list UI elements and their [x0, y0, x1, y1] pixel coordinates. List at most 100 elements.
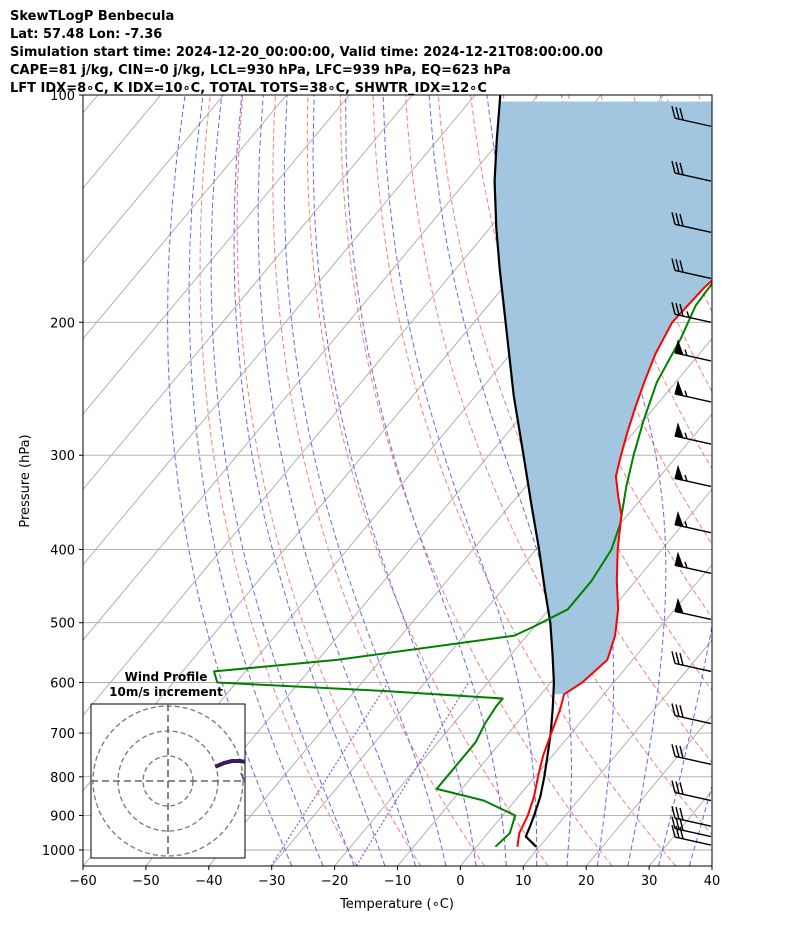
dry-adiabat-line — [340, 95, 613, 866]
barb-flag — [679, 826, 684, 839]
isotherm-line — [83, 95, 602, 717]
barb-half-flag — [686, 311, 690, 318]
barb-staff — [674, 662, 712, 673]
parcel-profile-line — [493, 95, 556, 848]
barb-flag — [679, 705, 684, 718]
cape-fill — [494, 101, 712, 695]
mixing-ratio-line — [355, 682, 470, 866]
barb-staff — [674, 714, 712, 725]
barb-flag — [675, 806, 680, 820]
dry-adiabat-line — [236, 95, 422, 866]
y-tick-label: 500 — [50, 617, 75, 632]
barb-staff — [674, 836, 712, 846]
wind-barb — [674, 422, 712, 445]
profiles — [213, 95, 712, 848]
barb-pennant — [674, 380, 684, 397]
wind-barb — [671, 703, 712, 725]
hodograph-plot — [91, 704, 245, 858]
y-tick-label: 400 — [50, 544, 75, 559]
dry-adiabat-line — [372, 95, 677, 866]
x-axis-label: Temperature (∘C) — [339, 897, 454, 912]
moist-adiabat-line — [233, 95, 386, 866]
barb-pennant — [674, 464, 684, 481]
x-tick-label: 10 — [515, 874, 532, 889]
barb-flag — [675, 781, 680, 794]
moist-adiabat-line — [257, 95, 416, 866]
barb-flag — [675, 213, 680, 226]
isotherm-line — [83, 95, 476, 566]
title-station: SkewTLogP Benbecula — [10, 9, 175, 24]
moist-adiabat-line — [688, 784, 712, 866]
barb-staff — [674, 791, 712, 802]
wind-barb — [671, 258, 712, 280]
moist-adiabat-line — [658, 95, 712, 866]
barb-flag — [679, 807, 684, 821]
barb-flag — [675, 652, 680, 665]
y-tick-label: 700 — [50, 727, 75, 742]
mixing-ratio-line — [270, 682, 389, 866]
barb-flag — [675, 825, 680, 839]
barb-flag — [679, 303, 684, 317]
dry-adiabat-line — [199, 95, 358, 866]
barb-pennant — [674, 511, 684, 528]
x-tick-label: 20 — [578, 874, 595, 889]
barb-flag — [675, 161, 680, 175]
hodograph-trace — [215, 759, 245, 768]
wind-barb — [674, 551, 712, 574]
dry-adiabat-line — [567, 95, 712, 470]
barb-half-flag — [684, 349, 688, 356]
barb-staff — [674, 223, 712, 233]
wind-barb — [671, 780, 712, 802]
dry-adiabat-line — [272, 95, 485, 866]
moist-adiabat-line — [210, 95, 355, 866]
wind-barb — [674, 339, 712, 362]
axes: −60 −50 −40 −30 −20 −10 0 10 20 30 40 100 200 300 400 5… — [42, 89, 720, 889]
wind-barb — [674, 464, 712, 488]
isotherm-line — [397, 488, 712, 866]
chart-title-block: SkewTLogP Benbecula Lat: 57.48 Lon: -7.3… — [10, 8, 603, 98]
title-indices-1: CAPE=81 j/kg, CIN=-0 j/kg, LCL=930 hPa, … — [10, 63, 511, 78]
x-tick-label: −50 — [132, 874, 159, 889]
moist-adiabat-line — [167, 95, 293, 866]
moist-adiabat-line — [382, 95, 538, 866]
barb-flag — [671, 703, 676, 716]
x-tick-label: 30 — [641, 874, 658, 889]
barb-flag — [671, 651, 676, 664]
y-tick-label: 600 — [50, 677, 75, 692]
barb-flag — [671, 302, 676, 315]
wind-barb — [671, 651, 712, 673]
barb-flag — [671, 824, 676, 838]
barb-pennant — [674, 339, 684, 356]
barb-half-flag — [684, 432, 688, 439]
x-tick-label: −40 — [195, 874, 222, 889]
barb-half-flag — [684, 390, 688, 397]
moist-adiabat-line — [560, 95, 667, 866]
dry-adiabat-line — [764, 95, 794, 866]
hodograph-title-text: Wind Profile — [124, 670, 208, 684]
barb-flag — [675, 745, 680, 758]
barb-staff — [674, 172, 712, 182]
barb-flag — [675, 302, 680, 316]
barb-flag — [679, 213, 684, 227]
wind-barb — [671, 106, 712, 127]
wind-barb — [671, 744, 712, 765]
barb-flag — [671, 816, 676, 829]
wind-barb — [674, 597, 712, 621]
barb-flag — [671, 744, 676, 757]
moist-adiabat-line — [188, 95, 324, 866]
isotherm-line — [775, 95, 794, 866]
dewpoint-profile-line — [213, 282, 712, 848]
moist-adiabat-line — [283, 95, 447, 866]
barb-pennant — [674, 551, 684, 568]
barb-flag — [679, 107, 684, 121]
isotherm-line — [83, 95, 287, 340]
wind-barb — [671, 212, 712, 233]
y-tick-label: 900 — [50, 809, 75, 824]
barb-flag — [679, 782, 684, 795]
x-tick-label: −30 — [258, 874, 285, 889]
isotherm-line — [83, 95, 539, 641]
barb-staff — [674, 117, 712, 127]
barb-flag — [675, 259, 680, 272]
hodograph-subtitle-text: 10m/s increment — [109, 685, 223, 699]
